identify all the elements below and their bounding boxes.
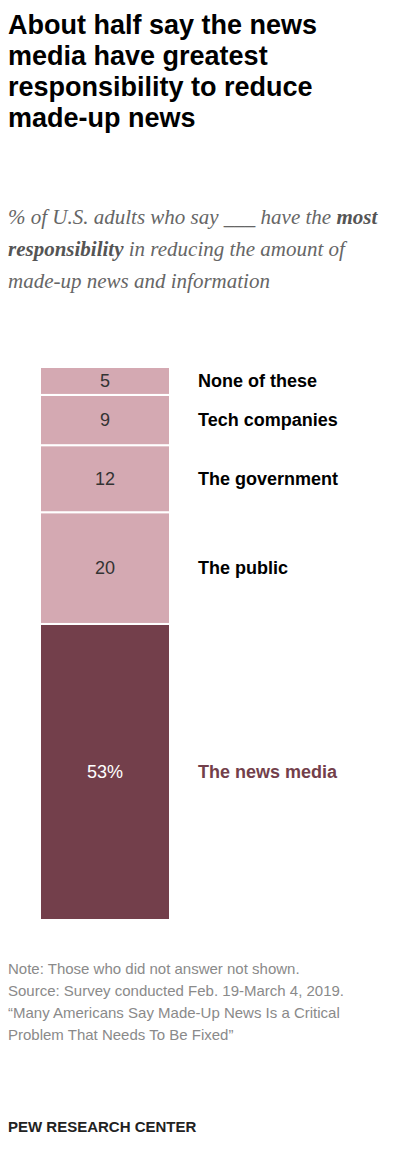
annotation: “Many Americans Say Made-Up News Is a Cr… [8, 1002, 378, 1046]
series-label: Tech companies [198, 410, 338, 430]
series-label: The government [198, 469, 338, 489]
data-label: 9 [100, 410, 110, 430]
notes: Note: Those who did not answer not shown… [8, 958, 378, 1046]
bar-segment [40, 624, 170, 920]
data-label: 12 [95, 469, 115, 489]
annotation: Note: Those who did not answer not shown… [8, 958, 378, 980]
chart: 53% The news media 20 The public 12 The gover… [0, 340, 416, 940]
bar-segment [40, 512, 170, 624]
bars [40, 367, 170, 920]
bar-segment [40, 395, 170, 445]
subtitle: % of U.S. adults who say ___ have the mo… [8, 201, 388, 297]
annotation: Source: Survey conducted Feb. 19-March 4… [8, 980, 378, 1002]
labels: 53% The news media 20 The public 12 The gover… [87, 371, 338, 782]
series-label: The news media [198, 762, 338, 782]
series-label: None of these [198, 371, 317, 391]
title: About half say the news media have great… [8, 10, 398, 134]
data-label: 5 [100, 371, 110, 391]
data-label: 53% [87, 762, 123, 782]
data-label: 20 [95, 558, 115, 578]
subtitle-part: % of U.S. adults who say ___ have the [8, 205, 336, 229]
bar-segment [40, 445, 170, 512]
credit: PEW RESEARCH CENTER [8, 1118, 196, 1135]
series-label: The public [198, 558, 288, 578]
bar-segment [40, 367, 170, 395]
